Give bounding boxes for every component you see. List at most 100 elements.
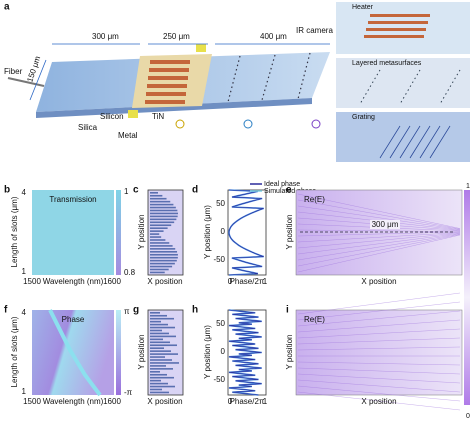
label: 0.8 [124,268,136,277]
metasurface [128,44,212,118]
label: Wavelength (nm) [43,277,104,286]
slot [150,242,170,244]
chip-edge [36,98,312,118]
ray [297,205,461,230]
slot [150,197,167,200]
label: Transmission [49,195,96,204]
ray [297,391,461,411]
label: 4 [22,308,27,317]
slot [150,265,173,268]
shape [261,54,276,101]
slot [150,227,168,229]
slot [150,353,178,355]
label: 1500 [23,277,41,286]
label: c [133,185,139,196]
shape [379,125,451,159]
dimension: 400 μm [260,32,287,41]
label: Wavelength (nm) [43,397,104,406]
label: Length of slots (μm) [10,316,19,387]
slot [150,323,168,326]
insets [336,2,470,162]
slot [150,224,172,227]
shape [366,28,426,31]
slot [150,271,165,274]
phase-curve [228,189,264,276]
label: 1 [263,397,268,406]
slot [150,314,167,317]
slot [150,326,175,329]
label: X position [147,277,182,286]
label: 1600 [103,397,121,406]
label: -50 [213,375,225,384]
slot [150,256,178,259]
shape [389,125,411,159]
slot [150,332,169,335]
ray [297,337,461,345]
slot [150,253,178,256]
label: Y position (μm) [203,325,212,379]
shape [439,69,461,105]
shape [311,119,321,129]
frame [227,189,267,276]
shape [29,59,47,101]
slot [150,239,166,241]
slot [150,218,177,221]
material-label: Silicon [100,112,124,121]
label: 0 [228,277,233,286]
slot [150,192,158,194]
slot [150,391,169,394]
slot [150,312,160,314]
slot [150,236,162,238]
frame [147,189,184,276]
shape [379,125,401,159]
shape [364,14,430,38]
label: 0 [221,347,226,356]
label: Ideal phase [264,181,300,188]
colorbar [116,310,121,395]
ray [297,328,461,339]
label: π [124,307,130,316]
slot [150,212,178,215]
label: 1600 [103,277,121,286]
shape [175,119,185,129]
label-bg [370,220,400,229]
inset-label: Grating [352,114,375,121]
shape [150,60,190,64]
label: 1 [124,187,129,196]
slot [150,329,162,332]
ray [297,233,461,255]
slot [150,382,168,385]
label: -50 [213,255,225,264]
shape [196,44,206,52]
slot [150,262,175,265]
slot [150,350,171,352]
shape [364,35,424,38]
shape [149,68,189,72]
dimension: 250 μm [163,32,190,41]
dimension-lines [29,43,330,101]
shape [370,14,430,17]
slot [150,335,176,338]
ray [297,301,461,321]
shape [243,119,253,129]
material-label: Metal [118,131,138,140]
ray [297,319,461,333]
label: Y position [285,215,294,250]
drop-icons [175,119,321,129]
label: 1 [466,183,470,190]
slot [150,376,174,379]
label: Simulated phase [264,188,316,195]
ray [297,193,461,229]
map [32,190,114,275]
slot [150,379,161,382]
ray [297,379,461,393]
slot [150,344,177,347]
label: f [4,305,8,316]
ray [297,234,461,267]
label: -π [124,388,133,397]
label: 1500 [23,397,41,406]
dimension: 300 μm [92,32,119,41]
panel-label: a [4,2,10,13]
ray [297,229,461,232]
